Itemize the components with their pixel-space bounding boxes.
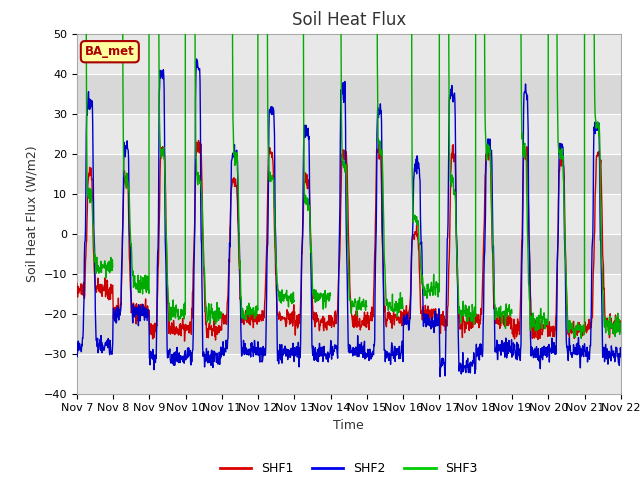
Bar	[77, 73, 621, 114]
Title: Soil Heat Flux: Soil Heat Flux	[292, 11, 406, 29]
Bar	[77, 313, 621, 354]
Bar	[77, 234, 621, 274]
Bar	[77, 154, 621, 193]
Bar	[77, 114, 621, 154]
Text: BA_met: BA_met	[85, 45, 134, 58]
Bar	[77, 34, 621, 73]
X-axis label: Time: Time	[333, 419, 364, 432]
Bar	[77, 193, 621, 234]
Bar	[77, 274, 621, 313]
Bar	[77, 354, 621, 394]
Legend: SHF1, SHF2, SHF3: SHF1, SHF2, SHF3	[214, 457, 483, 480]
Y-axis label: Soil Heat Flux (W/m2): Soil Heat Flux (W/m2)	[25, 145, 38, 282]
